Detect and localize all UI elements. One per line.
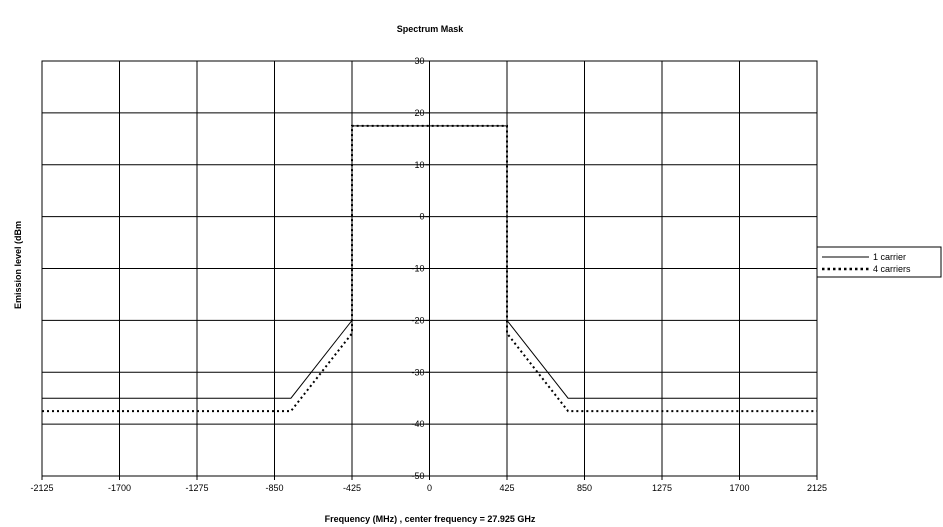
x-tick-label-8: 1275 [652,483,672,493]
chart-title: Spectrum Mask [397,24,465,34]
x-tick-label-2: -1275 [185,483,208,493]
y-tick-label-5: -20 [411,315,424,325]
x-axis-label: Frequency (MHz) , center frequency = 27.… [325,514,536,524]
plot-area: -2125 -1700 -1275 -850 -425 0 425 850 1275 1700 21… [30,56,827,493]
y-axis-ticks: 30 20 10 0 -10 -20 -30 -40 -50 [411,56,430,481]
y-tick-label-4: -10 [411,264,424,274]
legend: 1 carrier 4 carriers [816,246,942,278]
x-tick-label-5: 0 [427,483,432,493]
series-line-1-carrier [42,125,817,399]
y-tick-label-1: 20 [414,108,424,118]
x-tick-label-9: 1700 [729,483,749,493]
y-tick-label-0: 30 [414,56,424,66]
y-tick-label-8: -50 [411,471,424,481]
series-layer [42,124,817,413]
x-tick-label-0: -2125 [30,483,53,493]
y-tick-label-6: -30 [411,367,424,377]
y-tick-label-3: 0 [419,212,424,222]
x-tick-label-6: 425 [499,483,514,493]
x-tick-label-4: -425 [343,483,361,493]
y-tick-label-7: -40 [411,419,424,429]
series-line-4-carriers [42,124,817,413]
x-tick-label-3: -850 [265,483,283,493]
x-tick-label-10: 2125 [807,483,827,493]
x-axis-ticks: -2125 -1700 -1275 -850 -425 0 425 850 1275 1700 21… [30,476,827,493]
legend-label-4-carriers: 4 carriers [873,264,911,274]
y-tick-label-2: 10 [414,160,424,170]
legend-label-1-carrier: 1 carrier [873,252,906,262]
x-tick-label-1: -1700 [108,483,131,493]
legend-box [816,246,942,278]
x-tick-label-7: 850 [577,483,592,493]
y-axis-label: Emission level (dBm [13,221,23,309]
